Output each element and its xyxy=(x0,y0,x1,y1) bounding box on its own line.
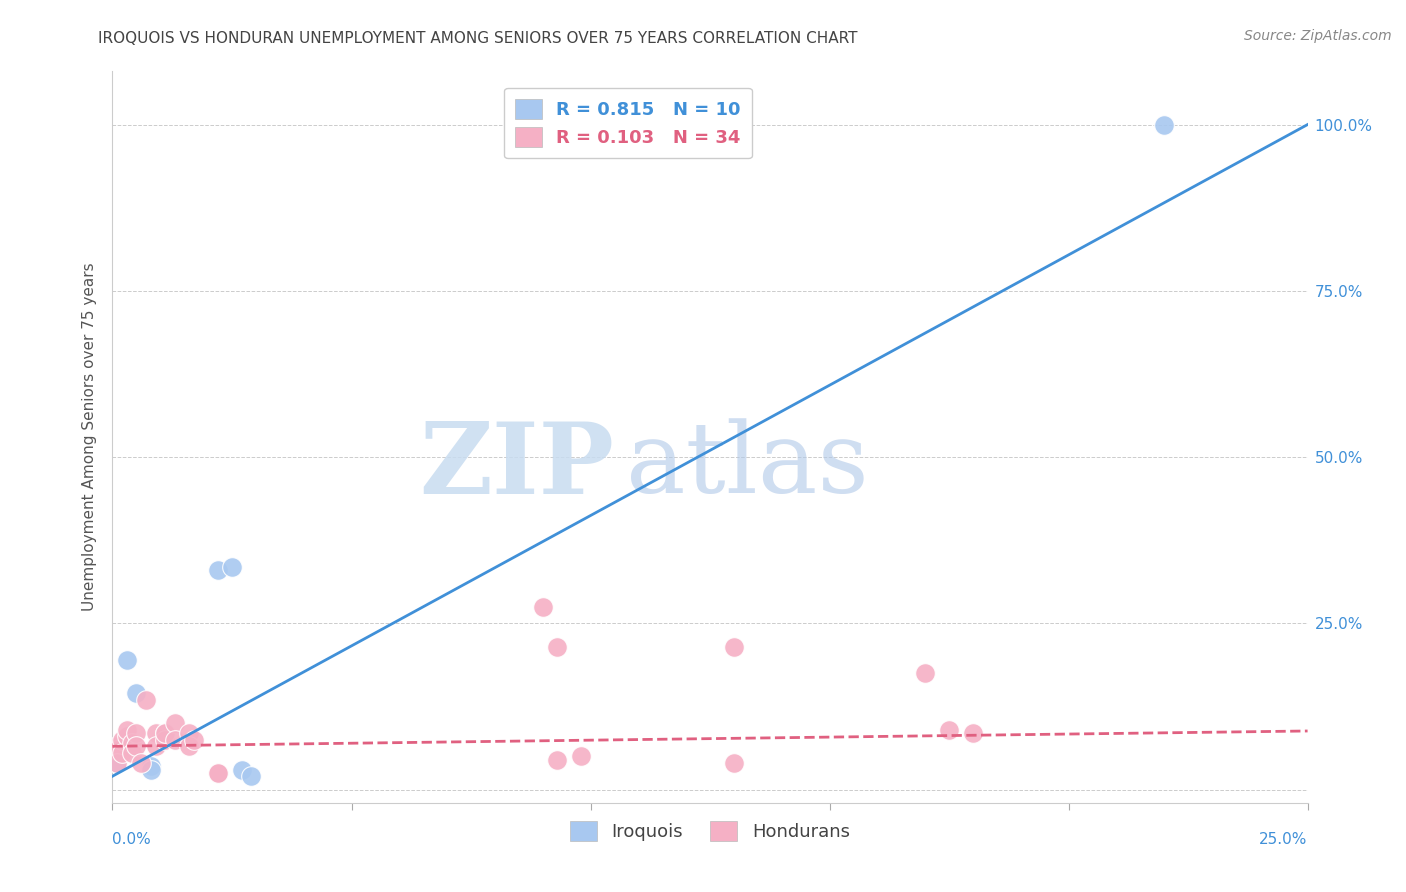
Point xyxy=(1153,118,1175,132)
Point xyxy=(111,746,134,760)
Point xyxy=(163,732,186,747)
Point xyxy=(125,686,148,700)
Point xyxy=(163,716,186,731)
Point xyxy=(240,769,263,783)
Point xyxy=(723,756,745,770)
Text: Source: ZipAtlas.com: Source: ZipAtlas.com xyxy=(1244,29,1392,43)
Text: 0.0%: 0.0% xyxy=(112,832,152,847)
Point xyxy=(546,640,568,654)
Text: atlas: atlas xyxy=(627,418,869,514)
Point xyxy=(145,739,167,754)
Point xyxy=(221,559,243,574)
Text: IROQUOIS VS HONDURAN UNEMPLOYMENT AMONG SENIORS OVER 75 YEARS CORRELATION CHART: IROQUOIS VS HONDURAN UNEMPLOYMENT AMONG … xyxy=(98,31,858,46)
Point xyxy=(121,746,143,760)
Point xyxy=(111,732,134,747)
Point xyxy=(177,739,200,754)
Point xyxy=(145,726,167,740)
Point xyxy=(962,726,984,740)
Point xyxy=(723,640,745,654)
Point xyxy=(153,726,176,740)
Point xyxy=(139,759,162,773)
Point xyxy=(183,732,205,747)
Legend: Iroquois, Hondurans: Iroquois, Hondurans xyxy=(562,814,858,848)
Point xyxy=(546,753,568,767)
Point xyxy=(115,729,138,743)
Point xyxy=(129,756,152,770)
Point xyxy=(231,763,253,777)
Point xyxy=(105,756,128,770)
Text: ZIP: ZIP xyxy=(419,417,614,515)
Point xyxy=(531,599,554,614)
Point xyxy=(135,692,157,706)
Point xyxy=(105,742,128,756)
Point xyxy=(938,723,960,737)
Point xyxy=(105,756,128,770)
Point xyxy=(207,563,229,577)
Point xyxy=(207,765,229,780)
Point xyxy=(125,739,148,754)
Point xyxy=(139,763,162,777)
Point xyxy=(105,739,128,754)
Text: 25.0%: 25.0% xyxy=(1260,832,1308,847)
Point xyxy=(569,749,592,764)
Point xyxy=(207,765,229,780)
Point xyxy=(153,726,176,740)
Point xyxy=(115,723,138,737)
Point xyxy=(177,726,200,740)
Point xyxy=(121,736,143,750)
Point xyxy=(115,653,138,667)
Point xyxy=(153,732,176,747)
Y-axis label: Unemployment Among Seniors over 75 years: Unemployment Among Seniors over 75 years xyxy=(82,263,97,611)
Point xyxy=(914,666,936,681)
Point xyxy=(125,726,148,740)
